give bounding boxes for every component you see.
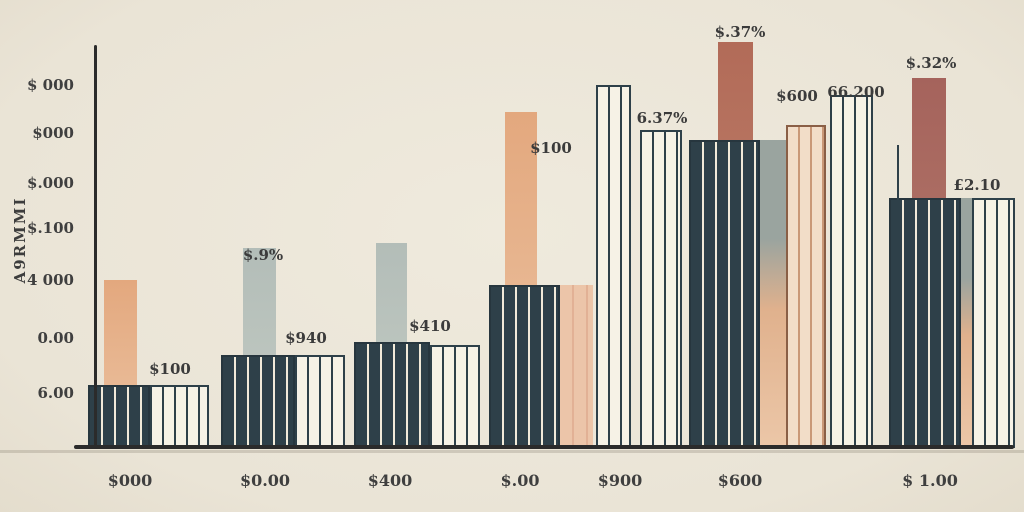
y-tick-label-5: 0.00 — [37, 329, 74, 347]
y-tick-label-0: $ 000 — [27, 76, 74, 94]
bar-g4-dark — [489, 285, 560, 448]
bar-g5-white — [640, 130, 682, 448]
y-tick-label-6: 6.00 — [37, 384, 74, 402]
bar-g3-white — [430, 345, 480, 448]
x-tick-label-1: $0.00 — [239, 471, 291, 490]
bar-g2-dark — [221, 355, 295, 448]
bar-value-label-3: $410 — [409, 317, 451, 335]
bar-g3-dark — [354, 342, 430, 448]
bar-value-label-4: $100 — [530, 139, 572, 157]
bar-g2-white — [295, 355, 345, 448]
y-tick-label-4: 4 000 — [27, 271, 74, 289]
bar-value-label-0: $100 — [149, 360, 191, 378]
bar-g7-peachstripe — [786, 125, 826, 448]
bar-value-label-8: 66.200 — [827, 83, 885, 101]
sketch-line-0 — [897, 145, 899, 200]
x-tick-label-3: $.00 — [500, 471, 540, 490]
y-tick-label-1: $000 — [32, 124, 74, 142]
bar-value-label-2: $940 — [285, 329, 327, 347]
bar-g8-white — [972, 198, 1015, 448]
y-axis-line — [94, 45, 97, 447]
x-tick-label-6: $ 1.00 — [902, 471, 958, 490]
bar-value-label-10: £2.10 — [953, 176, 1001, 194]
bar-g5-white-tall — [596, 85, 631, 448]
bar-g6-fade — [757, 140, 787, 448]
x-axis-line — [74, 445, 1014, 449]
x-tick-label-5: $600 — [717, 471, 763, 490]
bar-value-label-5: 6.37% — [636, 109, 688, 127]
bar-g1-white — [150, 385, 209, 448]
y-tick-label-2: $.000 — [27, 174, 74, 192]
x-tick-label-2: $400 — [367, 471, 413, 490]
x-tick-label-0: $000 — [107, 471, 153, 490]
bar-value-label-9: $.32% — [905, 54, 957, 72]
bar-g7-white — [830, 95, 873, 448]
y-tick-label-3: $.100 — [27, 219, 74, 237]
bar-g6-dark — [689, 140, 760, 448]
bar-value-label-6: $.37% — [714, 23, 766, 41]
bar-g1-dark — [88, 385, 150, 448]
baseline-shadow — [0, 450, 1024, 453]
bar-value-label-7: $600 — [776, 87, 818, 105]
bar-g4-salmon — [560, 285, 593, 448]
bar-value-label-1: $.9% — [242, 246, 284, 264]
bar-g8-dark — [889, 198, 961, 448]
x-tick-label-4: $900 — [597, 471, 643, 490]
